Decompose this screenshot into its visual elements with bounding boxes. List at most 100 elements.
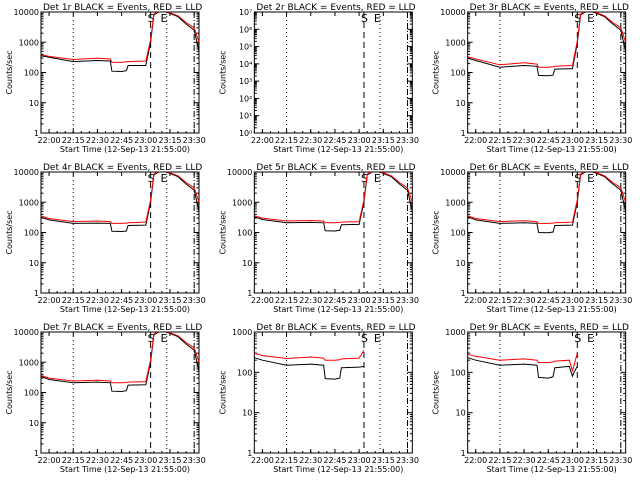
- series-line-events: [41, 172, 199, 233]
- x-tick-label: 22:45: [110, 296, 133, 305]
- y-tick-label: 10⁰: [239, 129, 252, 138]
- x-axis-label: Start Time (12-Sep-13 21:55:00): [273, 465, 403, 474]
- x-axis-label: Start Time (12-Sep-13 21:55:00): [60, 305, 190, 314]
- flag-marker-s: S: [361, 332, 368, 345]
- x-tick-label: 22:45: [323, 296, 346, 305]
- x-tick-label: 22:30: [513, 136, 536, 145]
- plot-frame: [467, 331, 627, 454]
- flag-marker-e: E: [161, 12, 168, 25]
- y-tick-label: 10000: [14, 328, 39, 337]
- x-tick-label: 22:30: [513, 456, 536, 465]
- x-tick-label: 22:15: [488, 136, 511, 145]
- y-tick-label: 10: [29, 259, 39, 268]
- series-line-lld: [467, 12, 626, 68]
- flag-marker-e: E: [587, 12, 594, 25]
- y-tick-label: 10000: [227, 168, 252, 177]
- x-axis-label: Start Time (12-Sep-13 21:55:00): [60, 145, 190, 154]
- y-tick-label: 100: [237, 368, 252, 377]
- y-tick-label: 1000: [19, 38, 39, 47]
- x-tick-label: 22:15: [275, 296, 298, 305]
- chart-title: Det 6r BLACK = Events, RED = LLD: [470, 163, 629, 173]
- x-tick-label: 23:15: [372, 136, 395, 145]
- x-tick-label: 23:00: [348, 296, 371, 305]
- x-tick-label: 23:15: [585, 296, 608, 305]
- series-group: [41, 172, 199, 233]
- chart-title: Det 7r BLACK = Events, RED = LLD: [43, 323, 202, 333]
- x-tick-label: 22:00: [464, 456, 487, 465]
- y-axis-label: Counts/sec: [218, 50, 227, 94]
- x-tick-label: 22:15: [62, 296, 85, 305]
- y-axis-label: Counts/sec: [5, 50, 14, 94]
- x-tick-label: 22:00: [464, 136, 487, 145]
- plot-frame: [40, 11, 200, 134]
- x-tick-label: 22:30: [299, 456, 322, 465]
- x-tick-label: 22:45: [110, 136, 133, 145]
- series-line-lld: [254, 172, 413, 224]
- y-axis-label: Counts/sec: [5, 210, 14, 254]
- x-axis-label: Start Time (12-Sep-13 21:55:00): [487, 145, 617, 154]
- y-tick-label: 10000: [14, 8, 39, 17]
- flag-marker-e: E: [587, 172, 594, 185]
- x-tick-label: 23:15: [372, 296, 395, 305]
- x-tick-label: 23:00: [134, 136, 157, 145]
- x-tick-label: 22:30: [299, 296, 322, 305]
- plot-frame: [40, 331, 200, 454]
- x-tick-label: 23:15: [158, 456, 181, 465]
- x-axis-label: Start Time (12-Sep-13 21:55:00): [273, 145, 403, 154]
- y-tick-label: 10000: [440, 168, 465, 177]
- plot-frame: [253, 171, 413, 294]
- x-tick-label: 23:30: [396, 296, 419, 305]
- y-tick-label: 1000: [445, 328, 465, 337]
- y-tick-label: 10: [29, 419, 39, 428]
- x-tick-label: 23:00: [561, 136, 584, 145]
- y-tick-label: 1: [461, 289, 466, 298]
- series-line-events: [254, 172, 413, 232]
- y-tick-label: 100: [450, 69, 465, 78]
- x-tick-label: 23:15: [372, 456, 395, 465]
- series-line-events: [41, 12, 199, 73]
- series-group: [467, 352, 578, 379]
- series-line-lld: [41, 12, 199, 63]
- chart-title: Det 3r BLACK = Events, RED = LLD: [470, 3, 629, 13]
- x-tick-label: 22:45: [537, 136, 560, 145]
- x-tick-label: 23:30: [609, 136, 632, 145]
- x-tick-label: 22:30: [299, 136, 322, 145]
- x-tick-label: 23:30: [183, 456, 206, 465]
- series-line-lld: [41, 172, 199, 224]
- x-tick-label: 22:30: [86, 136, 109, 145]
- y-tick-label: 1000: [19, 358, 39, 367]
- chart-title: Det 5r BLACK = Events, RED = LLD: [256, 163, 415, 173]
- x-tick-label: 23:15: [158, 136, 181, 145]
- x-tick-label: 23:30: [396, 456, 419, 465]
- series-group: [41, 12, 199, 73]
- y-tick-label: 1000: [232, 198, 252, 207]
- series-group: [467, 172, 626, 234]
- chart-title: Det 2r BLACK = Events, RED = LLD: [256, 3, 415, 13]
- series-line-events: [467, 357, 578, 379]
- y-tick-label: 10²: [239, 94, 252, 103]
- y-tick-label: 10⁷: [239, 8, 252, 17]
- y-tick-label: 100: [24, 69, 39, 78]
- x-tick-label: 22:30: [86, 296, 109, 305]
- flag-marker-s: S: [148, 172, 155, 185]
- y-tick-label: 10: [455, 99, 465, 108]
- flag-marker-e: E: [374, 172, 381, 185]
- y-tick-label: 1: [461, 129, 466, 138]
- flag-marker-e: E: [374, 332, 381, 345]
- series-line-events: [254, 357, 365, 380]
- x-tick-label: 23:00: [134, 296, 157, 305]
- x-tick-label: 23:15: [158, 296, 181, 305]
- x-axis-label: Start Time (12-Sep-13 21:55:00): [487, 305, 617, 314]
- x-tick-label: 22:45: [323, 136, 346, 145]
- flag-marker-e: E: [587, 332, 594, 345]
- plot-frame: [40, 171, 200, 294]
- y-tick-label: 10⁶: [239, 25, 252, 34]
- x-tick-label: 23:15: [585, 456, 608, 465]
- y-tick-label: 10⁵: [239, 43, 252, 52]
- y-tick-label: 100: [24, 389, 39, 398]
- series-line-lld: [467, 172, 626, 224]
- flag-marker-e: E: [161, 332, 168, 345]
